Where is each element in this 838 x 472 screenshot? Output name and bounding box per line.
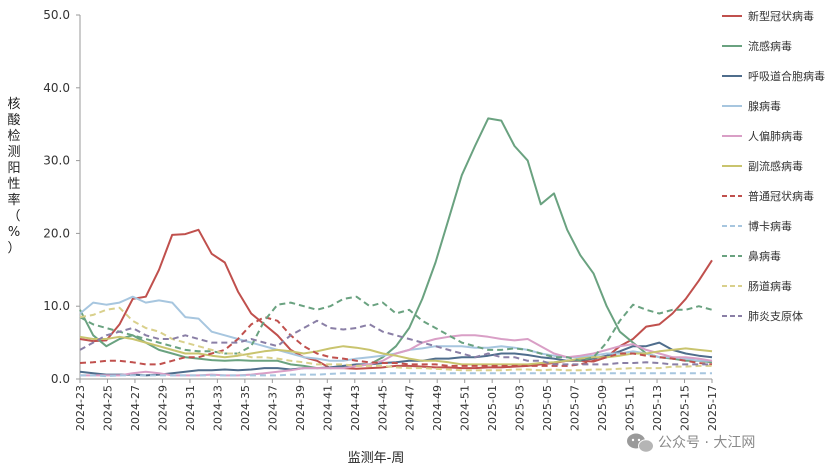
- y-tick-label: 40.0: [43, 81, 70, 95]
- y-tick-label: 30.0: [43, 154, 70, 168]
- x-tick-label: 2024-35: [239, 385, 252, 431]
- legend-label: 副流感病毒: [748, 159, 803, 173]
- series-line-9: [79, 306, 712, 372]
- series-line-10: [79, 319, 712, 366]
- x-tick-label: 2024-51: [459, 385, 472, 431]
- watermark: 公众号 · 大江网: [627, 433, 755, 453]
- x-tick-label: 2025-07: [569, 385, 582, 431]
- x-tick-label: 2024-37: [266, 385, 279, 431]
- y-tick-label: 10.0: [43, 299, 70, 313]
- series-line-5: [79, 335, 713, 366]
- legend-label: 肺炎支原体: [748, 309, 803, 323]
- x-tick-label: 2025-17: [706, 385, 719, 431]
- x-axis: 2024-23 2024-25 2024-27 2024-29 2024-31 2024-…: [74, 378, 719, 431]
- x-tick-label: 2024-33: [211, 385, 224, 431]
- x-tick-label: 2024-23: [74, 385, 87, 431]
- series-line-1: [79, 117, 713, 370]
- series-line-8: [79, 295, 713, 362]
- legend-label: 人偏肺病毒: [748, 129, 803, 143]
- legend-label: 肠道病毒: [748, 279, 792, 293]
- x-tick-label: 2024-41: [321, 385, 334, 431]
- x-tick-label: 2025-11: [624, 385, 637, 431]
- x-tick-label: 2024-31: [184, 385, 197, 431]
- x-tick-label: 2024-47: [404, 385, 417, 431]
- x-tick-label: 2024-43: [349, 385, 362, 431]
- legend-label: 流感病毒: [748, 39, 792, 53]
- x-tick-label: 2024-27: [129, 385, 142, 431]
- x-tick-label: 2025-03: [514, 385, 527, 431]
- x-tick-label: 2024-49: [431, 385, 444, 431]
- series-line-6: [79, 316, 713, 367]
- x-tick-label: 2025-09: [596, 385, 609, 431]
- legend-label: 鼻病毒: [748, 249, 781, 263]
- legend-label: 新型冠状病毒: [748, 9, 814, 23]
- x-tick-label: 2024-45: [376, 385, 389, 431]
- y-tick-label: 50.0: [43, 8, 70, 22]
- legend-label: 博卡病毒: [748, 219, 792, 233]
- y-tick-label: 0.0: [51, 372, 70, 386]
- legend: 新型冠状病毒流感病毒呼吸道合胞病毒腺病毒人偏肺病毒副流感病毒普通冠状病毒博卡病毒…: [722, 9, 825, 323]
- legend-label: 腺病毒: [748, 99, 781, 113]
- wechat-icon: [627, 433, 654, 453]
- x-tick-label: 2025-15: [679, 385, 692, 431]
- x-tick-label: 2024-29: [156, 385, 169, 431]
- y-axis: 0.0 10.0 20.0 30.0 40.0 50.0: [43, 8, 81, 386]
- legend-label: 呼吸道合胞病毒: [748, 69, 825, 83]
- x-tick-label: 2024-25: [101, 385, 114, 431]
- x-tick-label: 2024-39: [294, 385, 307, 431]
- y-axis-label: 核酸检测阳性率（%）: [7, 97, 20, 256]
- watermark-text: 公众号 · 大江网: [658, 435, 755, 451]
- plot-lines: [79, 117, 713, 378]
- series-line-7: [80, 372, 712, 378]
- y-tick-label: 20.0: [43, 226, 70, 240]
- x-tick-label: 2025-05: [541, 385, 554, 431]
- legend-label: 普通冠状病毒: [748, 189, 814, 203]
- x-tick-label: 2025-13: [651, 385, 664, 431]
- x-axis-label: 监测年-周: [348, 451, 405, 466]
- x-tick-label: 2025-01: [486, 385, 499, 431]
